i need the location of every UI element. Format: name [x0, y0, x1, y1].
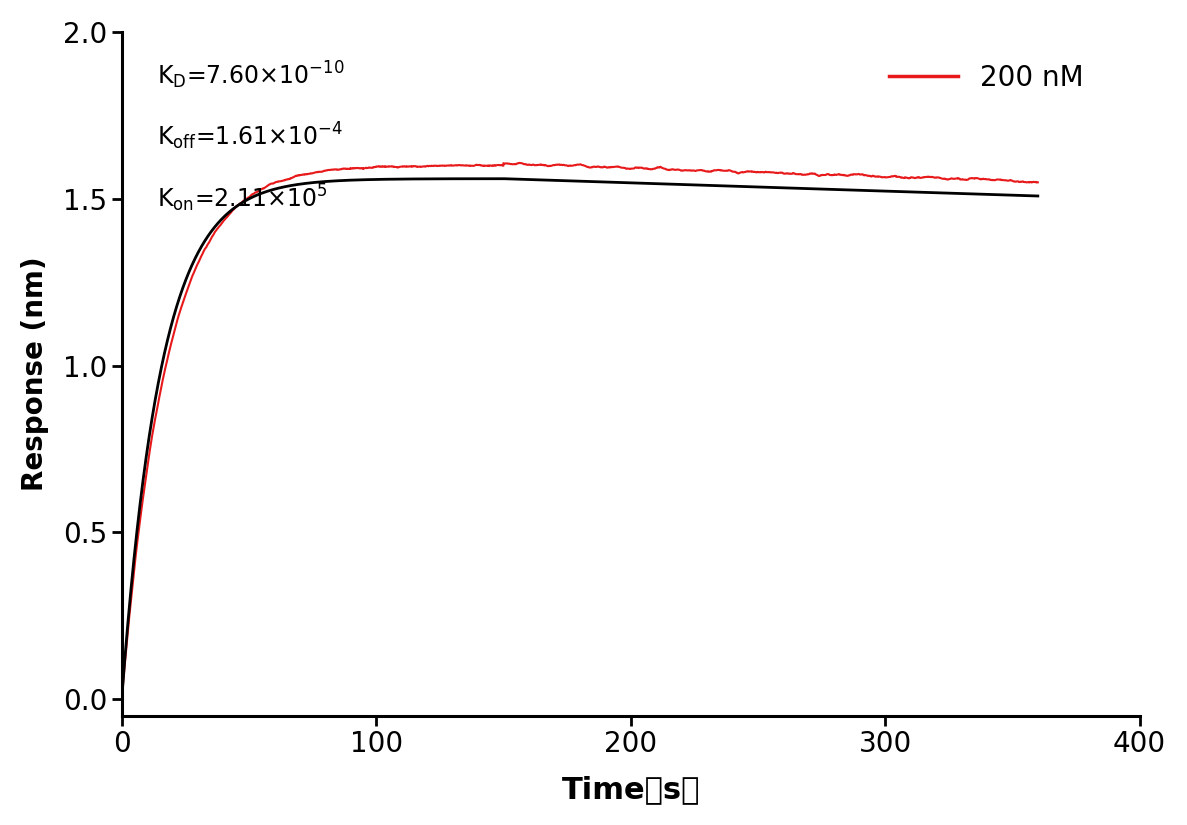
Text: K$_\mathrm{on}$=2.11×10$^{5}$: K$_\mathrm{on}$=2.11×10$^{5}$ [158, 182, 328, 214]
Legend: 200 nM: 200 nM [877, 53, 1096, 103]
Y-axis label: Response (nm): Response (nm) [21, 257, 49, 491]
X-axis label: Time（s）: Time（s） [561, 776, 700, 804]
Text: K$_\mathrm{D}$=7.60×10$^{-10}$: K$_\mathrm{D}$=7.60×10$^{-10}$ [158, 59, 344, 91]
Text: K$_\mathrm{off}$=1.61×10$^{-4}$: K$_\mathrm{off}$=1.61×10$^{-4}$ [158, 120, 343, 152]
